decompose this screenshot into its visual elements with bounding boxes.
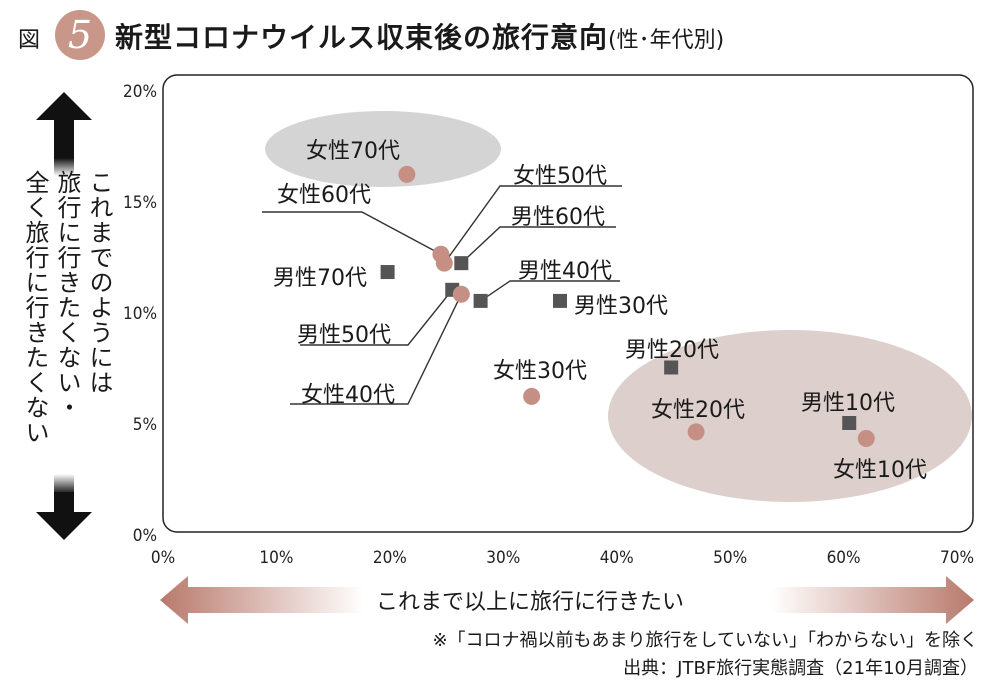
x-tick-label: 70% <box>940 548 974 568</box>
marker-女性70代 <box>398 165 416 183</box>
leader-line-女性50代 <box>443 185 622 264</box>
y-axis-label-line-3: 全く旅行に行きたくない <box>21 170 49 445</box>
leader-line-男性50代 <box>300 289 453 346</box>
chart-title-main: 新型コロナウイルス収束後の旅行意向 <box>115 21 609 54</box>
x-axis-arrow-label: これまで以上に旅行に行きたい <box>375 590 684 615</box>
y-tick-label: 15% <box>123 193 157 213</box>
up-arrow-icon <box>36 92 92 160</box>
footnote: ※「コロナ禍以前もあまり旅行をしていない」「わからない」を除く <box>432 630 978 651</box>
x-tick-label: 40% <box>600 548 634 568</box>
point-label-男性20代: 男性20代 <box>625 338 719 363</box>
leader-line-女性60代 <box>262 211 442 255</box>
point-label-女性40代: 女性40代 <box>301 383 395 408</box>
marker-男性20代 <box>664 360 679 375</box>
marker-男性60代 <box>454 256 469 271</box>
marker-男性10代 <box>842 416 857 430</box>
highlight-ellipse-pink <box>608 330 972 502</box>
marker-女性10代 <box>857 430 875 448</box>
point-label-女性70代: 女性70代 <box>306 139 400 164</box>
y-tick-label: 20% <box>123 82 157 102</box>
chart-title-sub: (性･年代別) <box>608 28 725 53</box>
y-axis-label-line-1: これまでのようには <box>85 170 113 395</box>
marker-男性70代 <box>380 265 395 280</box>
point-label-男性10代: 男性10代 <box>801 391 895 416</box>
y-tick-label: 5% <box>133 415 157 435</box>
up-arrow-fade <box>54 158 74 176</box>
chart-title: 新型コロナウイルス収束後の旅行意向(性･年代別) <box>115 16 724 56</box>
down-arrow-fade <box>54 474 74 494</box>
y-axis-label-line-2: 旅行に行きたくない・ <box>53 170 81 420</box>
x-tick-label: 60% <box>827 548 861 568</box>
leader-line-女性40代 <box>290 293 462 405</box>
source-note: 出典：JTBF旅行実態調査（21年10月調査） <box>623 658 978 679</box>
point-label-男性60代: 男性60代 <box>511 205 605 230</box>
point-label-男性40代: 男性40代 <box>518 259 612 284</box>
y-tick-label: 0% <box>133 526 157 546</box>
point-label-女性60代: 女性60代 <box>277 183 371 208</box>
down-arrow-icon <box>36 492 92 540</box>
marker-女性20代 <box>687 423 705 441</box>
x-tick-label: 20% <box>373 548 407 568</box>
marker-女性40代 <box>452 285 470 303</box>
double-arrow-icon <box>160 576 974 624</box>
figure-number-badge: 5 <box>55 10 105 60</box>
x-tick-label: 50% <box>713 548 747 568</box>
point-label-女性10代: 女性10代 <box>833 458 927 483</box>
point-label-女性50代: 女性50代 <box>513 164 607 189</box>
leader-line-男性60代 <box>460 226 616 264</box>
point-label-女性20代: 女性20代 <box>651 398 745 423</box>
x-tick-label: 0% <box>151 548 175 568</box>
x-tick-label: 30% <box>486 548 520 568</box>
point-label-女性30代: 女性30代 <box>493 359 587 384</box>
x-tick-label: 10% <box>259 548 293 568</box>
highlight-ellipse-gray <box>265 111 501 187</box>
point-label-男性50代: 男性50代 <box>297 323 391 348</box>
y-tick-label: 10% <box>123 304 157 324</box>
point-label-男性30代: 男性30代 <box>574 294 668 319</box>
marker-女性60代 <box>432 245 450 263</box>
figure-label: 図 <box>18 28 41 53</box>
marker-女性30代 <box>523 387 541 405</box>
marker-男性40代 <box>473 293 488 308</box>
plot-frame <box>162 74 974 533</box>
point-label-男性70代: 男性70代 <box>273 266 367 291</box>
leader-line-男性40代 <box>480 280 620 302</box>
marker-男性30代 <box>553 293 567 308</box>
